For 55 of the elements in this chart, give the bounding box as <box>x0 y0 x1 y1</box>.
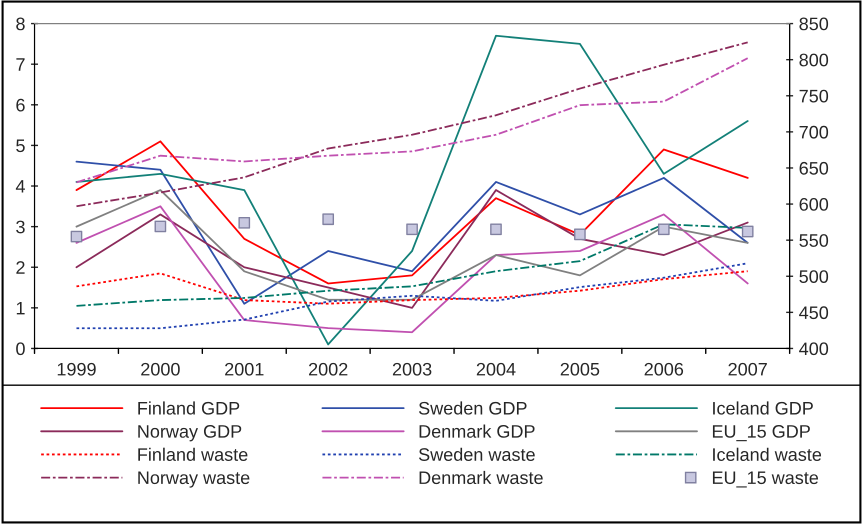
legend-label: EU_15 waste <box>712 472 818 488</box>
legend-label: EU_15 GDP <box>712 425 810 442</box>
y-tick-label: 1 <box>16 302 25 314</box>
y2-tick-label: 850 <box>799 18 828 30</box>
x-tick-label: 2003 <box>392 362 432 376</box>
y2-tick-label: 750 <box>800 90 828 102</box>
legend-label: Iceland waste <box>713 448 822 461</box>
x-tick-label: 2001 <box>225 362 264 376</box>
point <box>70 230 82 242</box>
x-tick-label: 2006 <box>644 362 684 376</box>
x-tick-label: 2005 <box>560 362 600 376</box>
legend-label: Norway GDP <box>138 425 242 442</box>
x-tick-label: 2004 <box>476 362 516 376</box>
y2-tick-label: 700 <box>800 126 828 139</box>
y-tick-label: 0 <box>16 342 25 356</box>
legend-label: Iceland GDP <box>713 401 813 415</box>
legend-label: Finland GDP <box>138 401 240 415</box>
y-tick-label: 2 <box>16 261 25 274</box>
line-series <box>76 57 749 184</box>
x-tick-label: 2007 <box>728 362 767 376</box>
legend-label: Denmark waste <box>420 470 543 484</box>
y-tick-label: 4 <box>16 180 25 193</box>
y-tick-label: 6 <box>16 98 25 112</box>
legend-label: Norway waste <box>138 472 250 488</box>
legend-label: Finland waste <box>138 448 248 461</box>
point <box>574 228 586 240</box>
y2-tick-label: 400 <box>799 342 828 356</box>
line-series <box>76 41 749 208</box>
y2-tick-label: 800 <box>799 54 828 66</box>
y-tick-label: 8 <box>16 18 25 30</box>
point <box>406 223 418 236</box>
point <box>238 216 250 229</box>
point <box>658 223 670 236</box>
y2-tick-label: 500 <box>799 270 828 283</box>
point <box>322 213 334 226</box>
y2-tick-label: 450 <box>799 306 828 320</box>
point <box>490 223 502 236</box>
x-tick-label: 2002 <box>309 362 348 376</box>
y-tick-label: 5 <box>16 140 25 152</box>
point <box>742 226 754 238</box>
y2-tick-label: 550 <box>799 234 828 247</box>
legend-label: Denmark GDP <box>420 424 535 438</box>
x-tick-label: 1999 <box>58 362 96 376</box>
line-series <box>76 34 749 346</box>
line-series <box>76 140 749 284</box>
y2-tick-label: 650 <box>800 162 828 175</box>
y2-tick-label: 600 <box>800 198 828 211</box>
line-series <box>76 270 749 305</box>
y-tick-label: 3 <box>16 220 25 234</box>
x-tick-label: 2000 <box>141 362 180 376</box>
legend-label: Sweden waste <box>418 448 535 461</box>
y-tick-label: 7 <box>16 58 25 71</box>
point <box>154 220 166 232</box>
line-series <box>76 160 749 305</box>
legend-label: Sweden GDP <box>418 401 527 415</box>
